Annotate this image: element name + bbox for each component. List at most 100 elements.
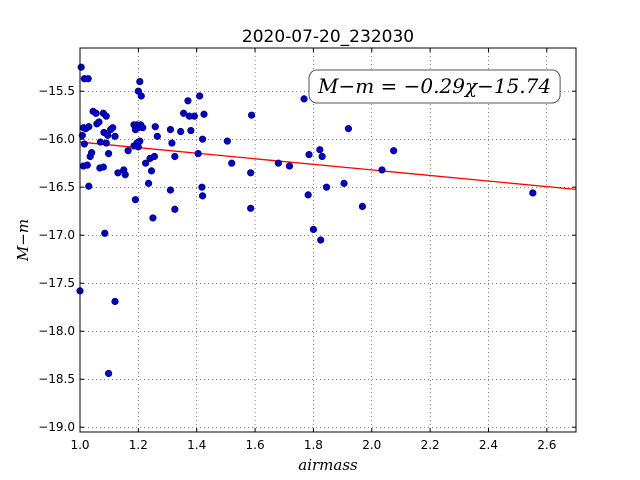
data-point bbox=[124, 147, 132, 155]
data-point bbox=[149, 214, 157, 222]
data-point bbox=[196, 92, 204, 100]
data-point bbox=[109, 124, 117, 132]
data-point bbox=[177, 127, 185, 136]
data-point bbox=[142, 159, 150, 167]
y-tick-label: −18.0 bbox=[38, 324, 75, 338]
data-point bbox=[285, 162, 294, 170]
axis-ticks: 1.0 1.2 1.4 1.6 1.8 2.0 2.2 2.4 2.6 −15.5 −16.0 −16… bbox=[38, 48, 576, 452]
x-tick-label: 1.4 bbox=[187, 438, 206, 452]
data-point bbox=[77, 63, 85, 71]
data-point bbox=[92, 109, 100, 117]
data-point bbox=[102, 112, 110, 120]
data-point bbox=[274, 159, 283, 167]
fit-annotation-box bbox=[308, 69, 561, 104]
data-point bbox=[88, 149, 96, 157]
data-point bbox=[316, 146, 324, 154]
y-tick-label: −17.5 bbox=[38, 276, 75, 290]
data-point bbox=[171, 205, 179, 213]
data-point bbox=[137, 92, 145, 100]
data-point bbox=[121, 171, 129, 179]
data-point bbox=[150, 152, 158, 161]
data-point bbox=[198, 183, 206, 191]
data-point bbox=[358, 202, 367, 210]
y-tick-label: −15.5 bbox=[38, 84, 75, 98]
data-point bbox=[305, 150, 313, 159]
data-point bbox=[317, 236, 325, 244]
data-point bbox=[139, 124, 147, 132]
data-point bbox=[111, 132, 119, 140]
data-point bbox=[378, 166, 386, 174]
data-point bbox=[198, 135, 207, 143]
data-point bbox=[318, 152, 326, 161]
data-point bbox=[101, 229, 109, 237]
fit-annotation: M−m = −0.29χ−15.74 bbox=[308, 69, 561, 104]
x-tick-label: 2.6 bbox=[537, 438, 556, 452]
plot-frame bbox=[79, 47, 577, 433]
data-point bbox=[309, 225, 318, 234]
data-point bbox=[144, 179, 153, 187]
y-tick-label: −17.0 bbox=[38, 228, 75, 242]
data-point bbox=[102, 139, 110, 147]
y-axis-label: M−m bbox=[14, 219, 32, 262]
data-point bbox=[171, 152, 179, 161]
x-tick-label: 1.6 bbox=[246, 438, 265, 452]
data-point bbox=[166, 186, 175, 194]
data-point bbox=[96, 138, 105, 146]
data-point bbox=[136, 77, 144, 86]
data-point bbox=[184, 97, 192, 105]
data-point bbox=[247, 204, 255, 212]
data-point bbox=[340, 179, 348, 187]
data-point bbox=[83, 161, 91, 169]
y-tick-label: −16.5 bbox=[38, 180, 75, 194]
x-axis-label: airmass bbox=[298, 456, 358, 474]
data-point bbox=[190, 112, 198, 120]
data-point bbox=[168, 139, 176, 147]
data-point bbox=[179, 109, 188, 117]
data-point bbox=[78, 131, 86, 139]
fit-line bbox=[79, 141, 577, 191]
data-point bbox=[85, 123, 93, 131]
data-point bbox=[153, 132, 161, 140]
x-tick-label: 2.4 bbox=[479, 438, 498, 452]
x-tick-label: 1.0 bbox=[70, 438, 89, 452]
y-tick-label: −16.0 bbox=[38, 132, 75, 146]
data-point bbox=[247, 111, 256, 119]
data-point bbox=[104, 131, 112, 139]
data-point bbox=[200, 110, 208, 118]
y-tick-label: −18.5 bbox=[38, 372, 75, 386]
data-point bbox=[85, 182, 93, 190]
data-point bbox=[151, 123, 159, 131]
data-point bbox=[166, 126, 175, 134]
data-point bbox=[111, 297, 119, 306]
data-point bbox=[344, 125, 353, 133]
data-point bbox=[322, 183, 331, 191]
data-point bbox=[300, 95, 308, 103]
data-point bbox=[529, 189, 537, 197]
y-tick-label: −19.0 bbox=[38, 420, 75, 434]
data-point bbox=[223, 137, 231, 145]
data-point bbox=[198, 192, 207, 200]
data-point bbox=[304, 191, 312, 199]
data-point bbox=[228, 159, 236, 167]
x-tick-label: 2.2 bbox=[421, 438, 440, 452]
x-tick-label: 2.0 bbox=[362, 438, 381, 452]
data-point bbox=[80, 140, 88, 148]
data-point bbox=[147, 167, 156, 175]
fit-layer bbox=[79, 141, 577, 191]
data-points bbox=[76, 63, 537, 378]
data-point bbox=[194, 150, 202, 158]
x-tick-label: 1.2 bbox=[129, 438, 148, 452]
data-point bbox=[104, 150, 113, 158]
data-point bbox=[104, 369, 113, 378]
data-point bbox=[114, 169, 122, 177]
fit-equation: M−m = −0.29χ−15.74 bbox=[317, 74, 551, 98]
chart-title: 2020-07-20_232030 bbox=[242, 27, 414, 47]
data-point bbox=[247, 169, 255, 177]
data-point bbox=[390, 147, 398, 155]
data-point bbox=[95, 118, 103, 126]
x-tick-label: 1.8 bbox=[304, 438, 323, 452]
plot-area bbox=[80, 48, 576, 432]
data-point bbox=[84, 75, 92, 83]
data-point bbox=[131, 196, 140, 204]
